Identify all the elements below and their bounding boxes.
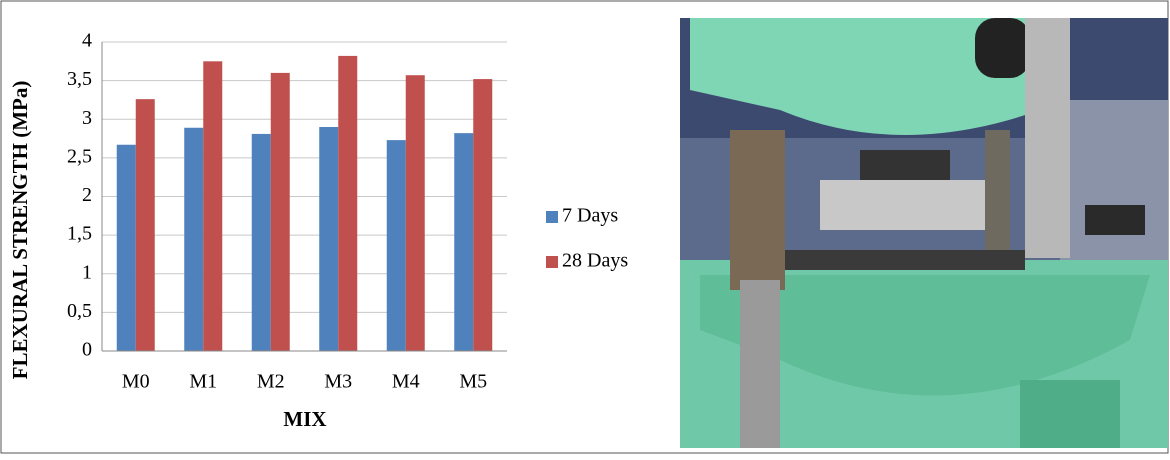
y-tick-label: 0 — [82, 339, 92, 361]
bar — [251, 133, 271, 351]
x-tick-label: M2 — [257, 371, 285, 393]
x-tick-label: M4 — [392, 371, 420, 393]
y-tick-label: 1,5 — [67, 223, 92, 245]
bar — [338, 55, 358, 351]
bar — [473, 79, 493, 351]
x-tick-label: M1 — [189, 371, 217, 393]
y-tick-label: 4 — [82, 30, 92, 52]
x-axis-title: MIX — [283, 407, 326, 431]
bar — [386, 140, 406, 351]
legend-label: 28 Days — [562, 250, 628, 272]
y-axis-title: FLEXURAL STRENGTH (MPa) — [8, 81, 32, 380]
y-tick-label: 0,5 — [67, 300, 92, 322]
bar — [184, 127, 204, 351]
bar — [270, 72, 290, 352]
y-tick-label: 3 — [82, 107, 92, 129]
legend-swatch — [546, 211, 558, 223]
bar — [116, 144, 136, 351]
x-tick-label: M5 — [459, 371, 487, 393]
y-tick-label: 1 — [82, 261, 92, 283]
bar — [319, 126, 339, 351]
bar — [454, 133, 474, 351]
photo — [680, 18, 1168, 448]
y-tick-label: 2 — [82, 184, 92, 206]
bar — [405, 75, 425, 351]
x-tick-label: M3 — [324, 371, 352, 393]
legend-label: 7 Days — [562, 205, 618, 227]
y-tick-label: 2,5 — [67, 145, 92, 167]
y-tick-label: 3,5 — [67, 68, 92, 90]
legend-swatch — [546, 256, 558, 268]
x-tick-label: M0 — [122, 371, 150, 393]
bar — [203, 61, 223, 351]
bar — [135, 99, 155, 351]
